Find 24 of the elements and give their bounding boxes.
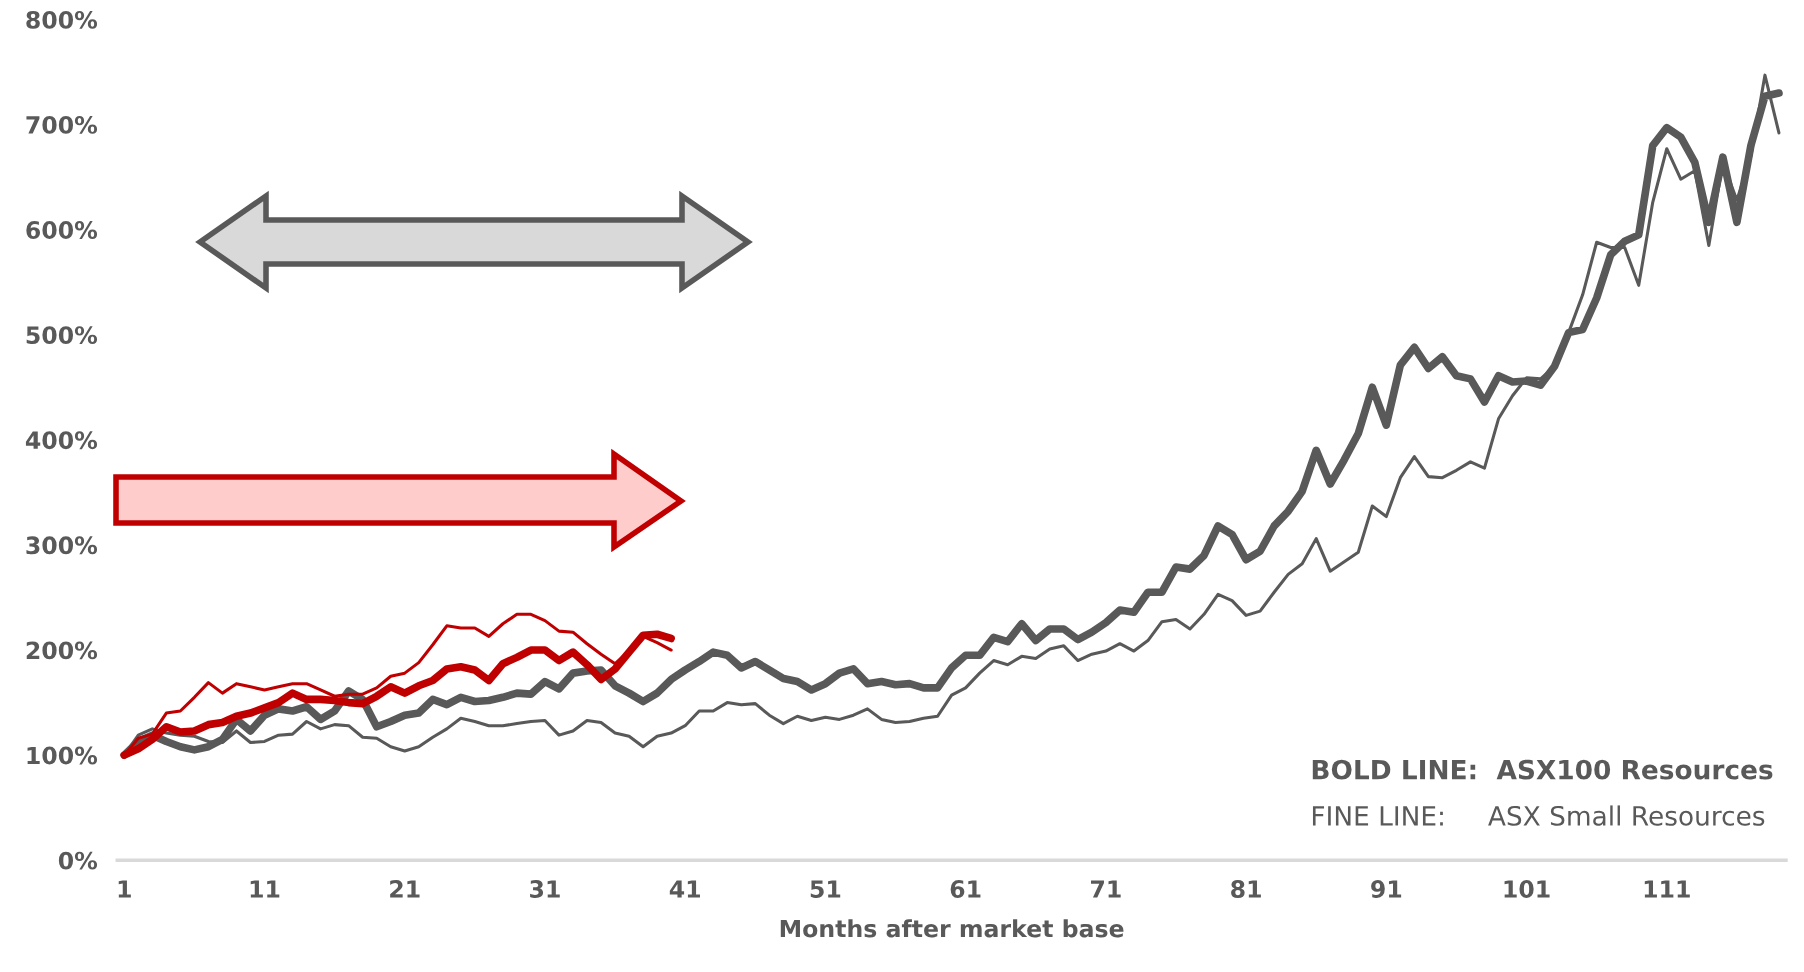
- x-tick-label: 21: [390, 880, 420, 898]
- x-tick-label: 81: [1231, 880, 1261, 898]
- y-tick-label: 500%: [26, 326, 98, 345]
- x-tick-label: 91: [1371, 880, 1402, 898]
- x-axis-title: Months after market base: [780, 919, 1124, 938]
- x-tick-label: 101: [1504, 880, 1550, 898]
- annotation: BOLD LINE: ASX100 Resources: [1312, 759, 1773, 780]
- y-tick-label: 0%: [58, 851, 98, 870]
- y-tick-label: 400%: [25, 431, 98, 450]
- x-tick-label: 1: [118, 880, 131, 898]
- y-tick-label: 800%: [26, 10, 98, 29]
- x-tick-label: 31: [530, 880, 560, 898]
- y-tick-label: 200%: [26, 641, 98, 660]
- x-tick-label: 61: [950, 880, 981, 898]
- y-tick-label: 600%: [26, 221, 98, 239]
- x-tick-label: 11: [250, 880, 280, 898]
- y-tick-label: 100%: [27, 746, 98, 765]
- x-tick-label: 111: [1644, 880, 1690, 898]
- annotation: FINE LINE: ASX Small Resources: [1312, 805, 1765, 826]
- x-tick-label: 51: [810, 880, 841, 898]
- y-tick-label: 300%: [26, 536, 98, 555]
- y-tick-label: 700%: [26, 115, 98, 134]
- x-tick-label: 41: [669, 880, 700, 898]
- x-tick-label: 71: [1091, 880, 1121, 898]
